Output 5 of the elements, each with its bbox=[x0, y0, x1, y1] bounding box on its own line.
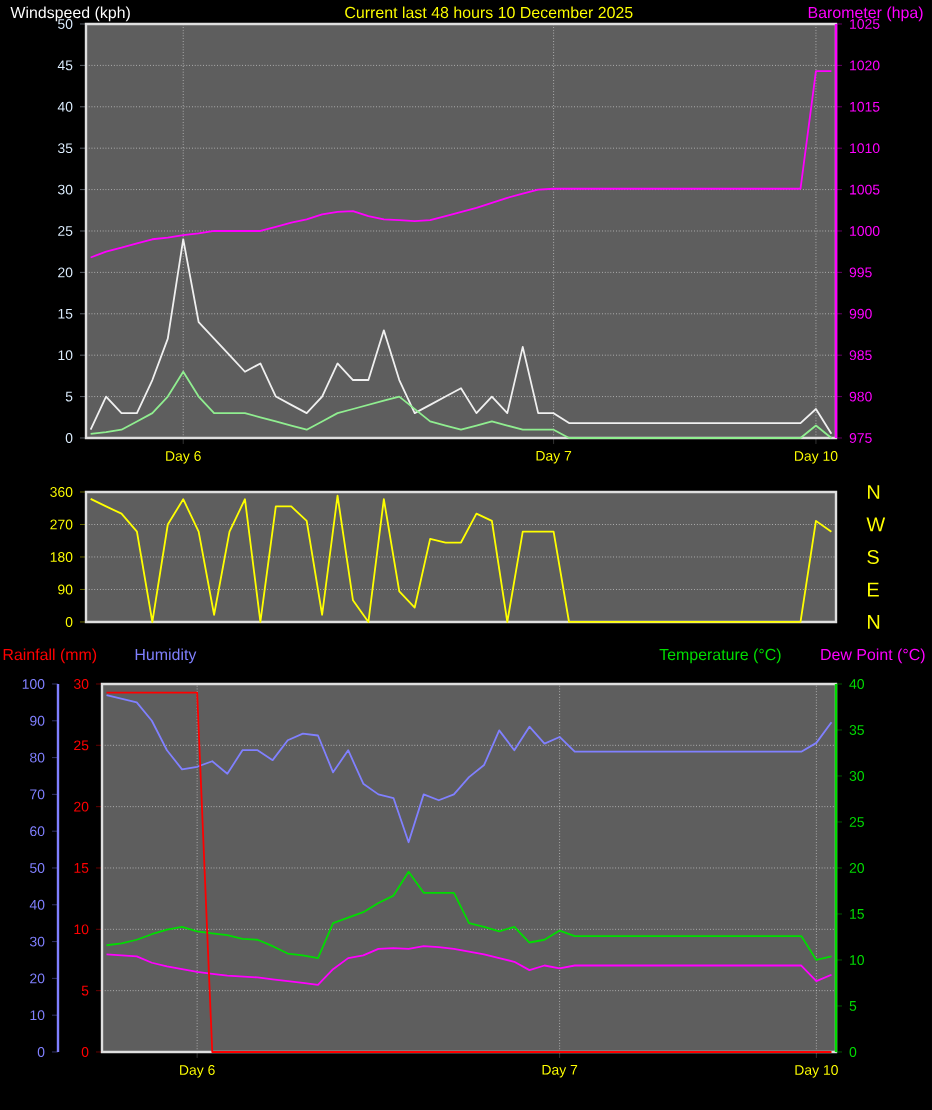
text: W bbox=[866, 517, 886, 532]
text: N bbox=[868, 615, 880, 629]
text: E bbox=[868, 582, 879, 597]
text: S bbox=[867, 549, 879, 565]
text: N bbox=[868, 485, 880, 499]
